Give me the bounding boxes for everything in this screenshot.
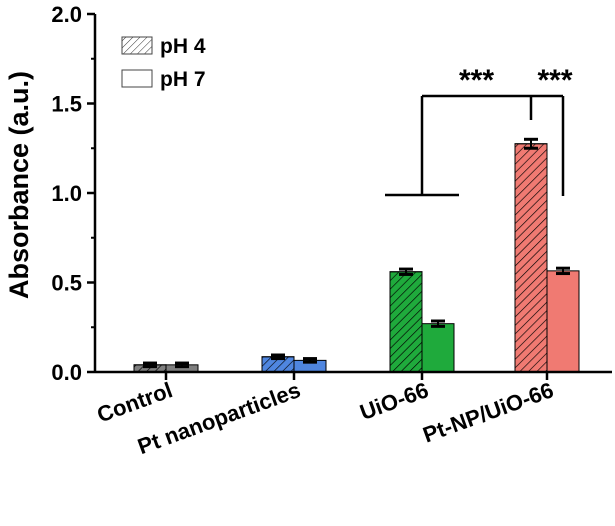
y-tick-label: 1.0 [51,181,82,206]
error-bars-group [143,137,570,369]
error-bar-ph7-1 [303,357,317,364]
bars-group [133,143,580,373]
error-bar-ph7-3 [556,266,570,276]
error-bar-ph4-3 [524,137,538,150]
error-bar-ph4-1 [271,353,285,361]
bar-hatch-overlay-2 [389,271,423,373]
x-tick-label: Pt-NP/UiO-66 [419,377,556,447]
y-tick-label: 2.0 [51,2,82,27]
x-tick-label: Control [94,377,176,427]
y-tick-label: 1.5 [51,92,82,117]
legend: pH 4 pH 7 [121,35,206,91]
x-tick-label: UiO-66 [357,377,432,425]
y-axis-label: Absorbance (a.u.) [4,71,34,299]
y-tick-label: 0.5 [51,271,82,296]
error-bar-ph7-2 [431,319,445,328]
y-tick-label: 0.0 [51,360,82,385]
legend-swatch-ph4 [121,36,153,55]
significance-label-2: *** [537,64,572,97]
error-bar-ph7-0 [175,361,189,369]
legend-label-ph4: pH 4 [160,35,206,58]
bar-ph7-3 [546,270,580,373]
legend-label-ph7: pH 7 [160,68,206,91]
significance-bracket-1 [385,94,565,197]
bar-hatch-overlay-3 [514,143,548,373]
legend-swatch-ph7 [121,69,153,88]
significance-group: *** *** [385,64,573,197]
y-ticks: 0.0 0.5 1.0 1.5 2.0 [51,2,95,385]
error-bar-ph4-0 [143,361,157,369]
significance-label-1: *** [459,64,494,97]
bar-ph7-2 [421,323,455,373]
error-bar-ph4-2 [399,267,413,276]
